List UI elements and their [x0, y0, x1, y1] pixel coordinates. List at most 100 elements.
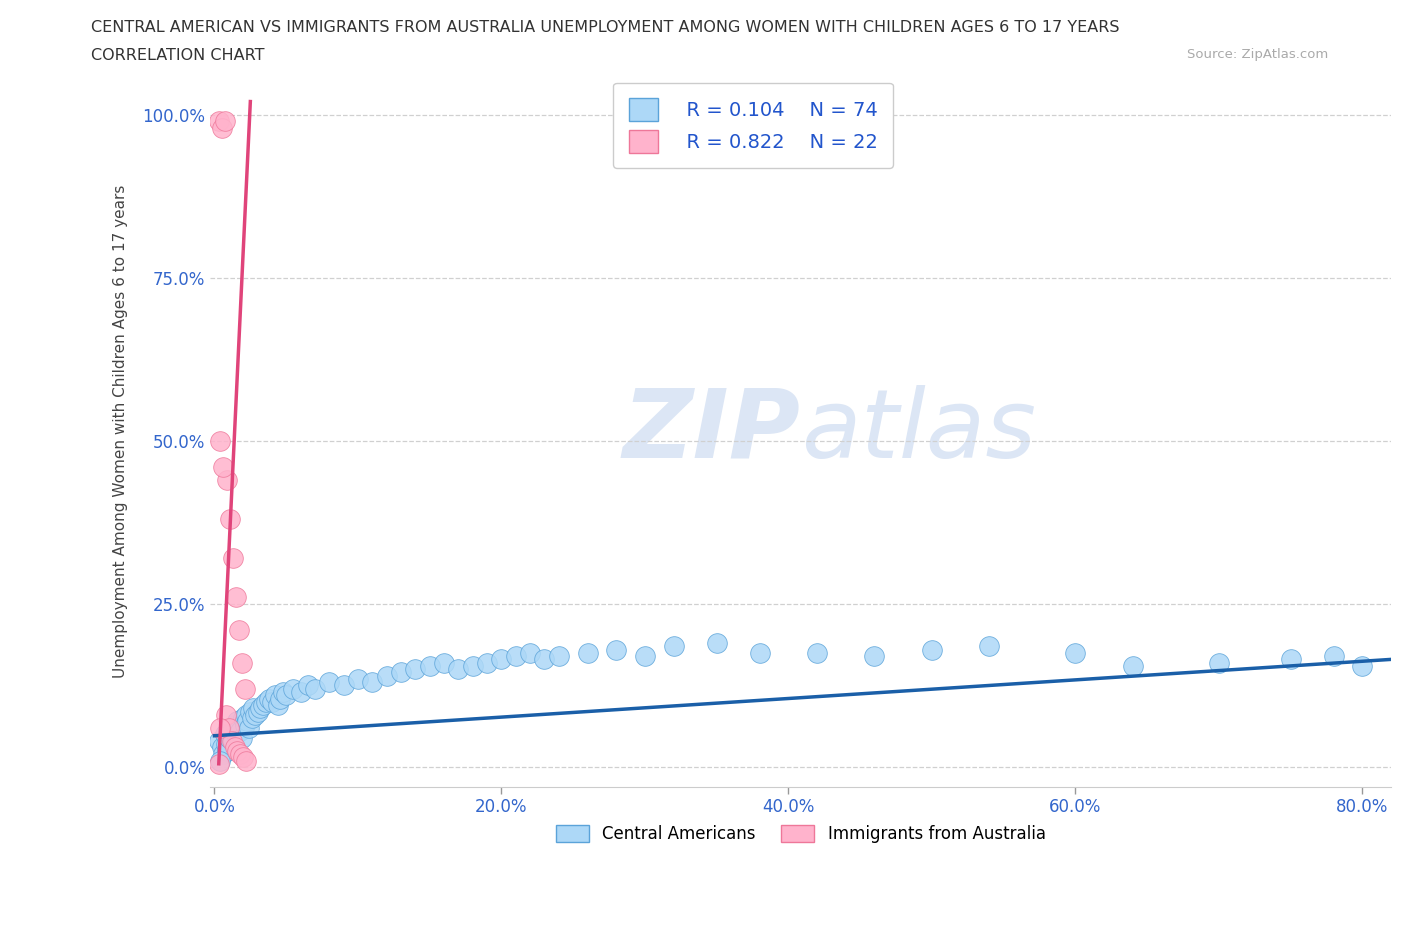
Point [257, 691, 280, 706]
Text: atlas: atlas [800, 384, 1036, 477]
Point [290, 684, 312, 699]
Point [217, 472, 239, 487]
Point [219, 721, 242, 736]
Point [235, 708, 257, 723]
Point [1323, 649, 1346, 664]
Point [283, 682, 305, 697]
Point [318, 675, 340, 690]
Point [215, 737, 238, 751]
Point [361, 675, 384, 690]
Point [208, 734, 231, 749]
Point [533, 652, 555, 667]
Point [219, 512, 242, 526]
Text: CORRELATION CHART: CORRELATION CHART [91, 48, 264, 63]
Point [218, 721, 240, 736]
Y-axis label: Unemployment Among Women with Children Ages 6 to 17 years: Unemployment Among Women with Children A… [114, 184, 128, 678]
Text: ZIP: ZIP [623, 384, 800, 477]
Point [224, 717, 246, 732]
Point [266, 698, 288, 712]
Point [231, 730, 253, 745]
Point [228, 721, 250, 736]
Point [297, 678, 319, 693]
Point [215, 708, 238, 723]
Point [209, 433, 232, 448]
Legend: Central Americans, Immigrants from Australia: Central Americans, Immigrants from Austr… [548, 817, 1052, 849]
Point [212, 459, 235, 474]
Point [240, 711, 263, 725]
Point [232, 750, 254, 764]
Point [605, 643, 627, 658]
Point [239, 704, 262, 719]
Point [505, 649, 527, 664]
Point [224, 740, 246, 755]
Point [634, 649, 657, 664]
Point [806, 645, 828, 660]
Point [433, 656, 456, 671]
Point [404, 662, 426, 677]
Point [229, 747, 252, 762]
Point [547, 649, 569, 664]
Point [519, 645, 541, 660]
Point [233, 682, 256, 697]
Point [222, 551, 245, 565]
Point [921, 643, 943, 658]
Point [229, 724, 252, 738]
Point [706, 635, 728, 650]
Point [226, 743, 249, 758]
Point [235, 753, 257, 768]
Point [221, 724, 243, 738]
Point [211, 740, 233, 755]
Point [218, 730, 240, 745]
Point [209, 753, 232, 768]
Point [232, 711, 254, 725]
Point [304, 682, 326, 697]
Point [211, 120, 233, 135]
Point [212, 747, 235, 762]
Point [375, 669, 398, 684]
Point [276, 688, 298, 703]
Point [662, 639, 685, 654]
Point [228, 622, 250, 637]
Point [263, 688, 285, 703]
Point [1279, 652, 1302, 667]
Point [208, 756, 231, 771]
Point [419, 658, 441, 673]
Point [246, 704, 269, 719]
Point [491, 652, 513, 667]
Point [979, 639, 1001, 654]
Point [475, 656, 498, 671]
Point [231, 656, 253, 671]
Point [748, 645, 770, 660]
Point [222, 734, 245, 749]
Point [209, 721, 232, 736]
Point [260, 695, 283, 710]
Text: CENTRAL AMERICAN VS IMMIGRANTS FROM AUSTRALIA UNEMPLOYMENT AMONG WOMEN WITH CHIL: CENTRAL AMERICAN VS IMMIGRANTS FROM AUST… [91, 20, 1121, 35]
Point [389, 665, 412, 680]
Text: Source: ZipAtlas.com: Source: ZipAtlas.com [1188, 48, 1329, 61]
Point [208, 113, 231, 128]
Point [252, 698, 274, 712]
Point [249, 701, 271, 716]
Point [1208, 656, 1230, 671]
Point [238, 721, 260, 736]
Point [1122, 658, 1144, 673]
Point [576, 645, 599, 660]
Point [1064, 645, 1087, 660]
Point [254, 695, 277, 710]
Point [236, 714, 259, 729]
Point [242, 701, 264, 716]
Point [221, 734, 243, 749]
Point [332, 678, 354, 693]
Point [233, 717, 256, 732]
Point [863, 649, 886, 664]
Point [347, 671, 370, 686]
Point [214, 113, 236, 128]
Point [447, 662, 470, 677]
Point [269, 691, 291, 706]
Point [226, 714, 249, 729]
Point [225, 590, 247, 604]
Point [214, 727, 236, 742]
Point [273, 684, 295, 699]
Point [225, 727, 247, 742]
Point [1351, 658, 1374, 673]
